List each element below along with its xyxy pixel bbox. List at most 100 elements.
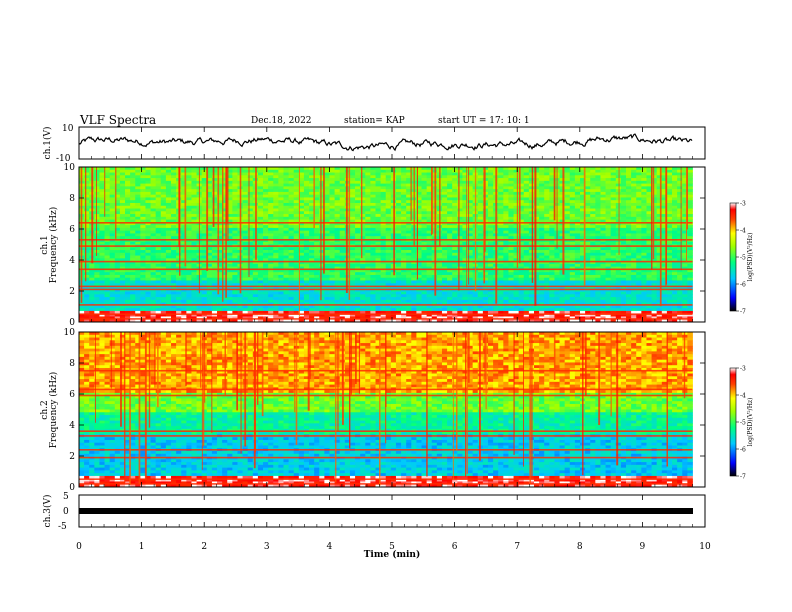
spectrogram-cell: [339, 222, 346, 226]
spectrogram-cell: [247, 297, 254, 301]
spectrogram-cell: [140, 308, 146, 312]
spectrogram-cell: [421, 175, 428, 179]
spectrogram-cell: [462, 250, 468, 254]
spectrogram-cell: [114, 189, 121, 193]
spectrogram-cell: [518, 167, 525, 171]
spectrogram-cell: [222, 227, 228, 232]
spectrogram-cell: [160, 261, 167, 265]
spectrogram-cell: [150, 266, 157, 270]
spectrogram-cell: [355, 308, 361, 312]
spectrogram-cell: [263, 263, 269, 268]
spectrogram-cell: [247, 183, 254, 187]
spectrogram-cell: [518, 205, 525, 209]
spectrogram-cell: [385, 252, 392, 256]
spectrogram-cell: [186, 310, 192, 315]
spectrogram-cell: [349, 250, 356, 254]
spectrogram-cell: [457, 189, 463, 193]
spectrogram-cell: [171, 255, 177, 259]
spectrogram-cell: [523, 169, 530, 173]
spectrogram-cell: [288, 233, 295, 237]
spectrogram-cell: [150, 194, 157, 198]
spectrogram-cell: [441, 266, 448, 270]
spectrogram-cell: [94, 266, 100, 270]
spectrogram-cell: [268, 233, 274, 237]
spectrogram-cell: [462, 167, 468, 171]
spectrogram-cell: [334, 297, 341, 301]
spectrogram-cell: [395, 186, 402, 190]
spectrogram-cell: [278, 216, 284, 220]
spectrogram-cell: [314, 233, 320, 237]
spectrogram-cell: [447, 200, 453, 204]
spectrogram-cell: [119, 227, 126, 232]
spectrogram-cell: [309, 247, 315, 251]
spectrogram-cell: [247, 286, 254, 290]
spectrogram-cell: [242, 227, 249, 232]
spectrogram-cell: [84, 255, 90, 259]
spectrogram-cell: [165, 316, 172, 320]
spectrogram-cell: [298, 252, 305, 256]
spectrogram-cell: [390, 310, 397, 315]
spectrogram-cell: [211, 225, 218, 229]
spectrogram-cell: [467, 233, 474, 237]
spectrogram-cell: [324, 225, 330, 229]
spectrogram-cell: [263, 219, 269, 223]
spectrogram-cell: [186, 308, 192, 312]
spectrogram-cell: [406, 205, 412, 209]
spectrogram-cell: [314, 230, 320, 234]
spectrogram-cell: [145, 241, 151, 245]
spectrogram-cell: [493, 313, 499, 317]
spectrogram-cell: [283, 167, 289, 171]
spectrogram-cell: [360, 205, 366, 209]
spectrogram-cell: [303, 305, 310, 309]
spectrogram-cell: [181, 274, 187, 279]
spectrogram-cell: [467, 202, 474, 207]
spectrogram-cell: [457, 236, 463, 240]
spectrogram-cell: [257, 205, 264, 209]
spectrogram-cell: [217, 230, 223, 234]
spectrogram-cell: [257, 227, 264, 232]
spectrogram-cell: [503, 263, 509, 268]
spectrogram-cell: [498, 175, 504, 179]
spectrogram-cell: [211, 263, 218, 268]
spectrogram-cell: [528, 255, 535, 259]
spectrogram-cell: [436, 305, 443, 309]
spectrogram-cell: [314, 286, 320, 290]
spectrogram-cell: [114, 316, 121, 320]
spectrogram-cell: [309, 172, 315, 176]
spectrogram-cell: [487, 200, 494, 204]
spectrogram-cell: [426, 211, 433, 215]
spectrogram-cell: [293, 211, 300, 215]
spectrogram-cell: [380, 167, 387, 171]
spectrogram-cell: [186, 277, 192, 281]
spectrogram-cell: [314, 167, 320, 171]
spectrogram-cell: [339, 230, 346, 234]
spectrogram-cell: [140, 247, 146, 251]
spectrogram-cell: [119, 194, 126, 198]
spectrogram-cell: [303, 236, 310, 240]
spectrogram-cell: [380, 263, 387, 268]
spectrogram-cell: [125, 180, 131, 185]
spectrogram-cell: [462, 263, 468, 268]
spectrogram-cell: [293, 183, 300, 187]
spectrogram-cell: [114, 299, 121, 304]
spectrogram-cell: [227, 200, 233, 204]
spectrogram-cell: [309, 227, 315, 232]
spectrogram-cell: [349, 297, 356, 301]
spectrogram-cell: [457, 258, 463, 262]
spectrogram-cell: [467, 319, 474, 323]
spectrogram-cell: [385, 178, 392, 182]
spectrogram-cell: [160, 169, 167, 173]
spectrogram-cell: [365, 269, 371, 273]
spectrogram-cell: [457, 208, 463, 212]
spectrogram-cell: [528, 200, 535, 204]
spectrogram-cell: [329, 172, 336, 176]
spectrogram-cell: [119, 230, 126, 234]
spectrogram-cell: [247, 186, 254, 190]
spectrogram-cell: [493, 310, 499, 315]
spectrogram-cell: [370, 167, 376, 171]
spectrogram-cell: [314, 183, 320, 187]
spectrogram-cell: [257, 291, 264, 295]
spectrogram-cell: [94, 202, 100, 207]
spectrogram-cell: [217, 205, 223, 209]
spectrogram-cell: [406, 272, 412, 276]
